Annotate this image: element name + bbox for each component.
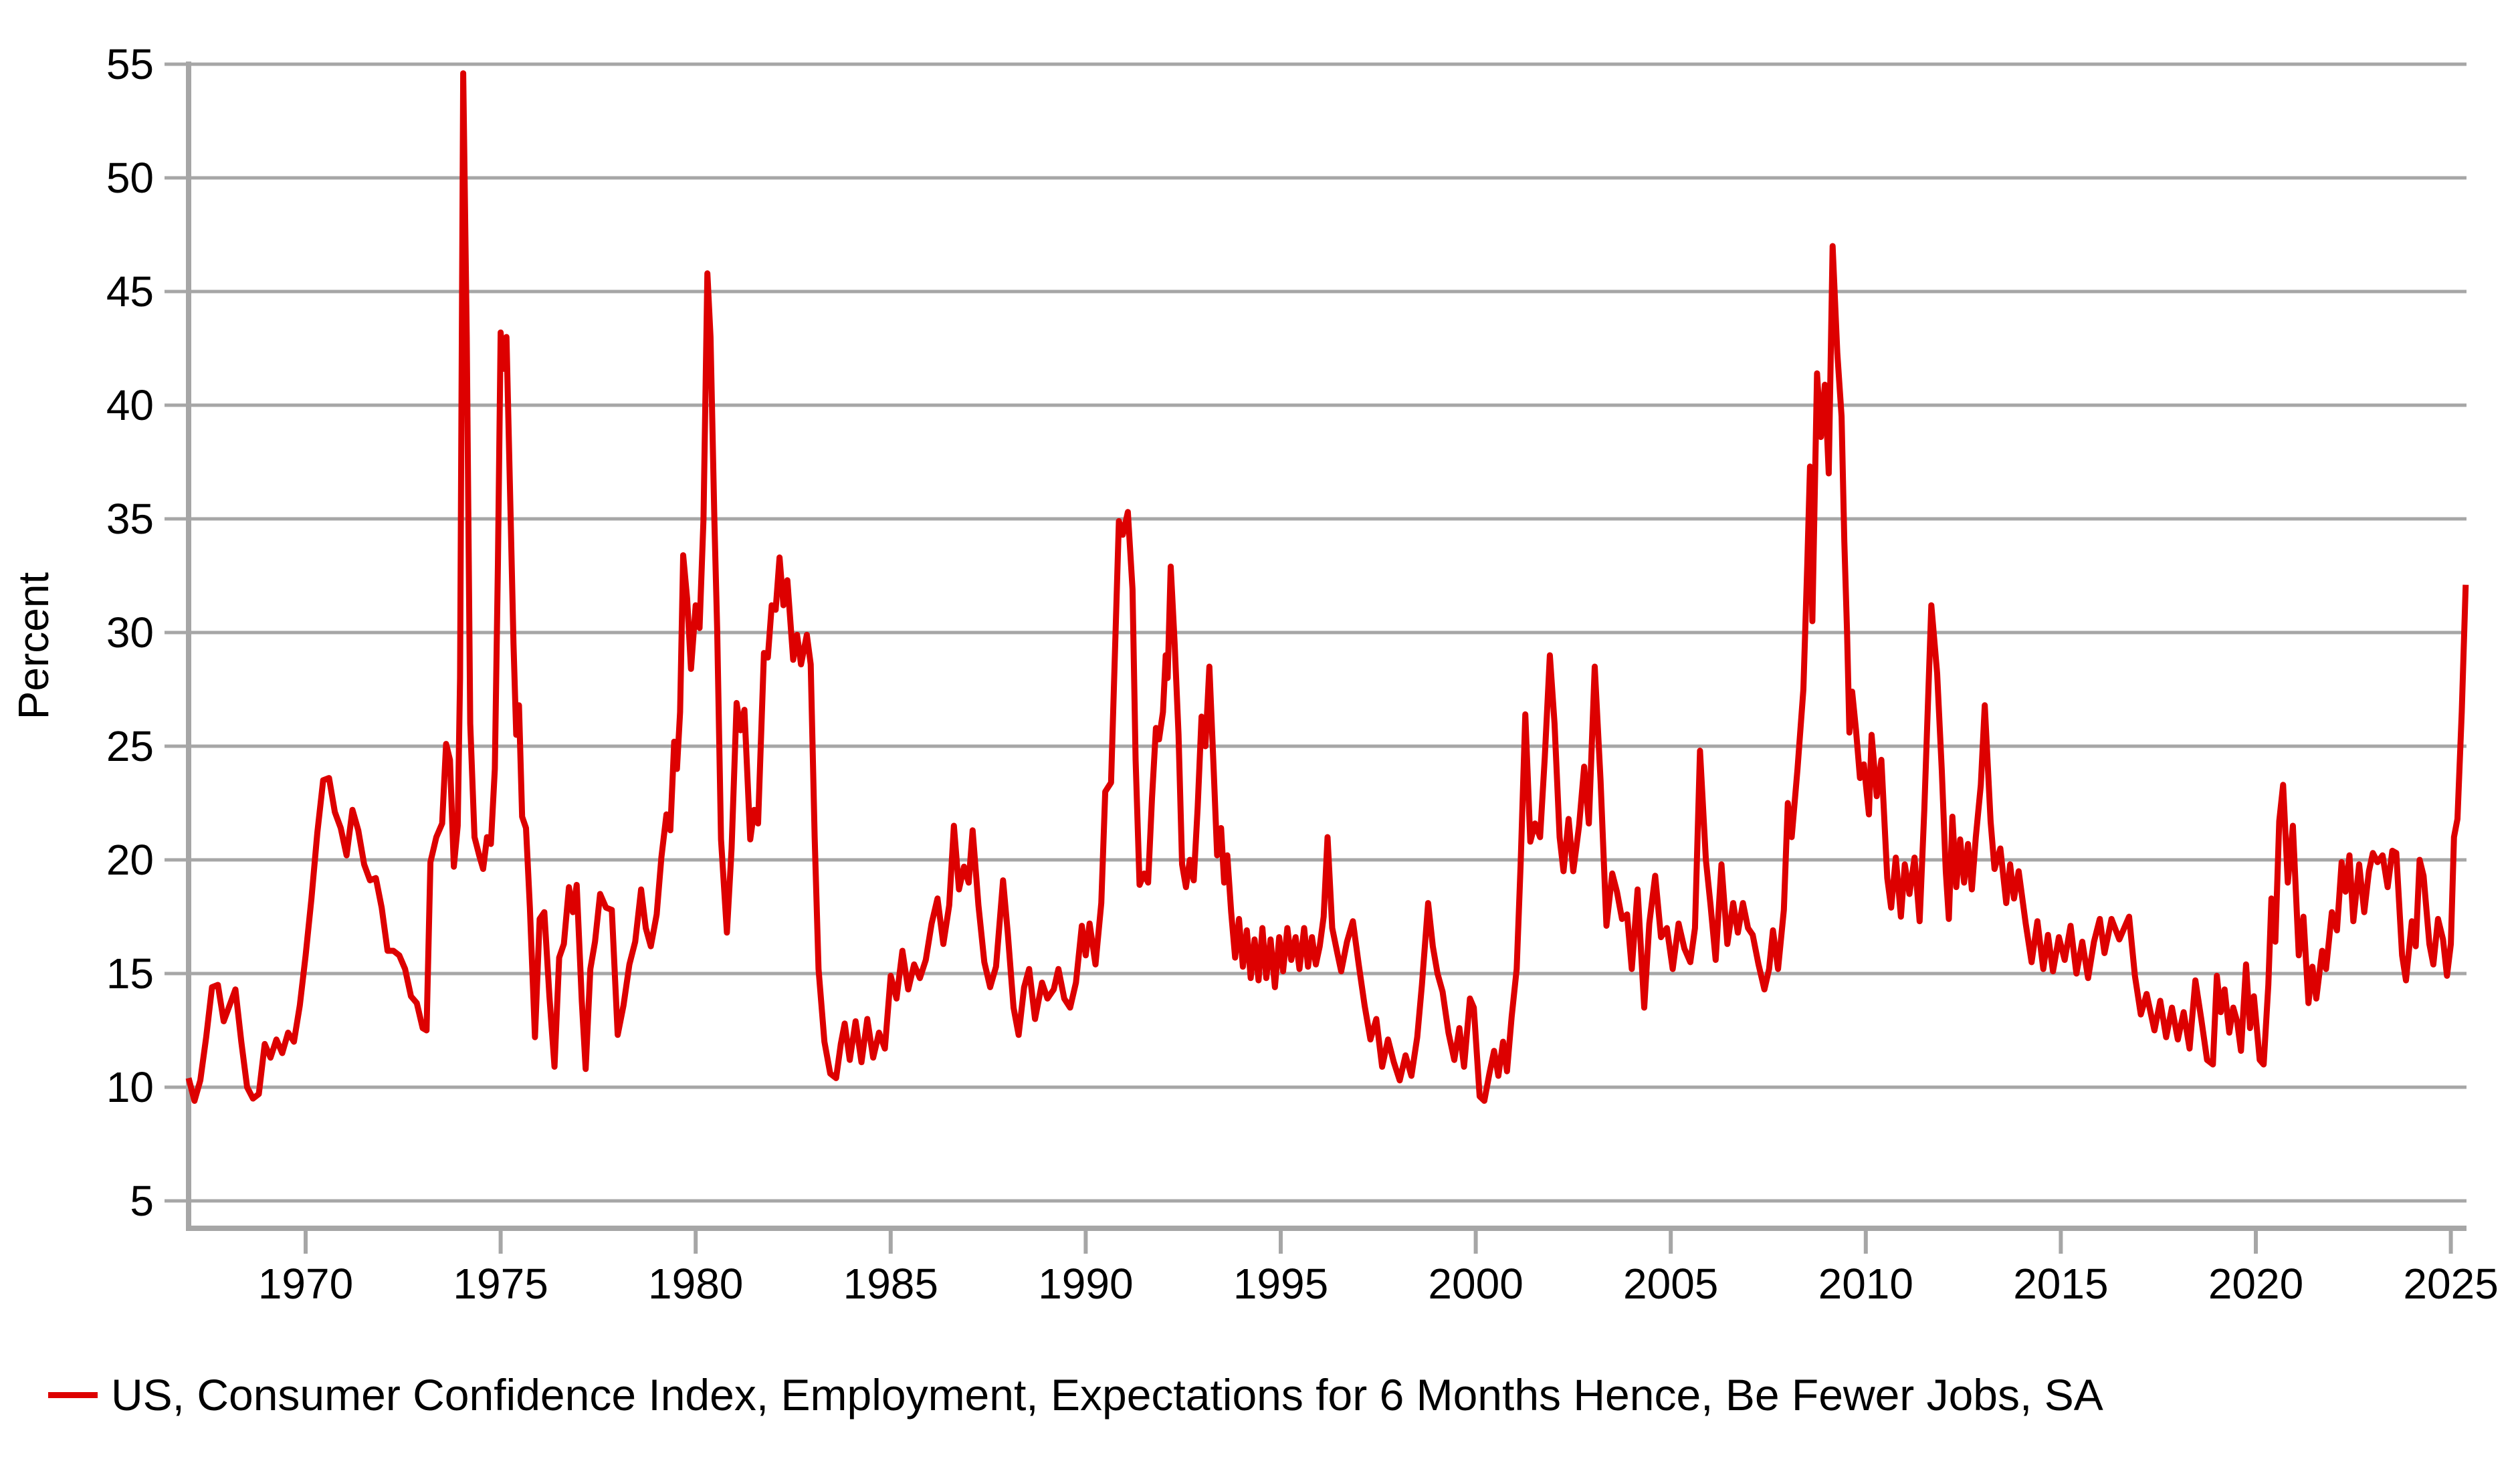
y-tick-label: 45	[106, 267, 154, 316]
x-tick-label: 2020	[2208, 1260, 2303, 1308]
y-tick-label: 5	[130, 1177, 154, 1225]
x-tick-label: 2025	[2403, 1260, 2498, 1308]
y-axis-title: Percent	[9, 572, 58, 720]
x-tick-label: 1970	[258, 1260, 353, 1308]
x-tick-label: 2005	[1623, 1260, 1718, 1308]
x-tick-label: 1990	[1038, 1260, 1133, 1308]
y-tick-label: 35	[106, 495, 154, 543]
legend-series-label: US, Consumer Confidence Index, Employmen…	[111, 1370, 2103, 1420]
x-tick-label: 2000	[1428, 1260, 1523, 1308]
data-series-line	[185, 70, 2469, 1104]
y-tick-label: 15	[106, 949, 154, 998]
legend-line-swatch	[48, 1391, 98, 1398]
y-tick-label: 30	[106, 608, 154, 657]
y-tick-label: 40	[106, 381, 154, 429]
x-tick-label: 1975	[453, 1260, 548, 1308]
y-tick-label: 10	[106, 1063, 154, 1111]
x-tick-label: 2010	[1818, 1260, 1913, 1308]
x-tick-label: 1980	[648, 1260, 743, 1308]
x-tick-label: 2015	[2013, 1260, 2108, 1308]
y-tick-label: 50	[106, 154, 154, 202]
legend: US, Consumer Confidence Index, Employmen…	[48, 1369, 2103, 1420]
y-tick-label: 20	[106, 836, 154, 884]
y-tick-label: 55	[106, 40, 154, 88]
x-tick-label: 1995	[1233, 1260, 1328, 1308]
x-tick-label: 1985	[843, 1260, 938, 1308]
y-tick-label: 25	[106, 722, 154, 770]
